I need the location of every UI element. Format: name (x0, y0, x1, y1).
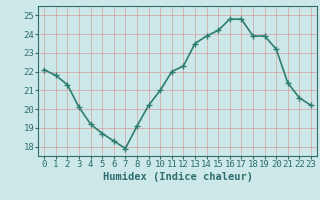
X-axis label: Humidex (Indice chaleur): Humidex (Indice chaleur) (103, 172, 252, 182)
